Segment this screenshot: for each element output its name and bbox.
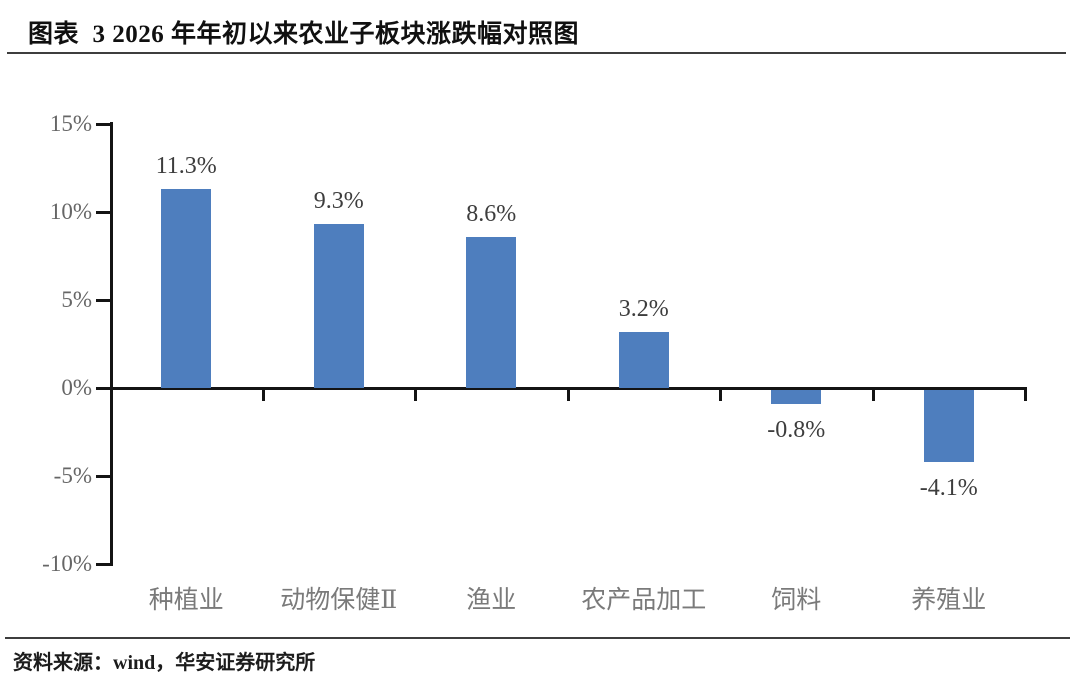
x-tick-mark	[414, 388, 417, 401]
y-tick-label: 5%	[61, 287, 92, 312]
source-note: 资料来源：wind，华安证券研究所	[13, 652, 316, 674]
y-axis-line	[110, 122, 113, 566]
y-tick-label: -10%	[42, 551, 92, 576]
category-label: 农产品加工	[581, 587, 707, 614]
category-label: 饲料	[771, 587, 822, 614]
y-tick-label: 0%	[61, 375, 92, 400]
y-tick-mark	[96, 123, 110, 126]
bar	[313, 224, 364, 388]
bar-value-label: -4.1%	[919, 475, 978, 502]
source-divider-line	[5, 637, 1070, 639]
category-label: 动物保健Ⅱ	[280, 587, 398, 614]
y-tick-label: 15%	[49, 111, 92, 136]
category-label: 种植业	[148, 587, 224, 614]
category-label: 养殖业	[911, 587, 987, 614]
x-tick-mark	[1024, 388, 1027, 401]
bar-value-label: 3.2%	[618, 295, 669, 322]
y-tick-label: -5%	[53, 463, 92, 488]
x-tick-mark	[566, 388, 570, 401]
bar-value-label: 9.3%	[313, 188, 364, 215]
y-tick-mark	[96, 299, 110, 302]
x-tick-mark	[261, 388, 265, 401]
x-tick-mark	[871, 388, 875, 401]
bar	[618, 331, 669, 388]
bar-value-label: -0.8%	[767, 417, 826, 444]
x-tick-mark	[719, 388, 722, 401]
category-label: 渔业	[466, 587, 517, 614]
bar	[466, 236, 517, 388]
bar-value-label: 11.3%	[155, 153, 217, 180]
figure-title: 图表 3 2026 年年初以来农业子板块涨跌幅对照图	[28, 21, 580, 48]
y-tick-mark	[96, 211, 110, 214]
y-tick-mark	[96, 563, 110, 566]
bar-value-label: 8.6%	[466, 200, 517, 227]
bar	[923, 390, 974, 463]
x-axis-line	[96, 387, 1027, 390]
y-tick-mark	[96, 387, 110, 390]
y-tick-mark	[96, 475, 110, 478]
y-tick-label: 10%	[49, 199, 92, 224]
title-divider-line	[7, 52, 1066, 54]
bar	[771, 390, 822, 405]
bar	[161, 189, 212, 388]
